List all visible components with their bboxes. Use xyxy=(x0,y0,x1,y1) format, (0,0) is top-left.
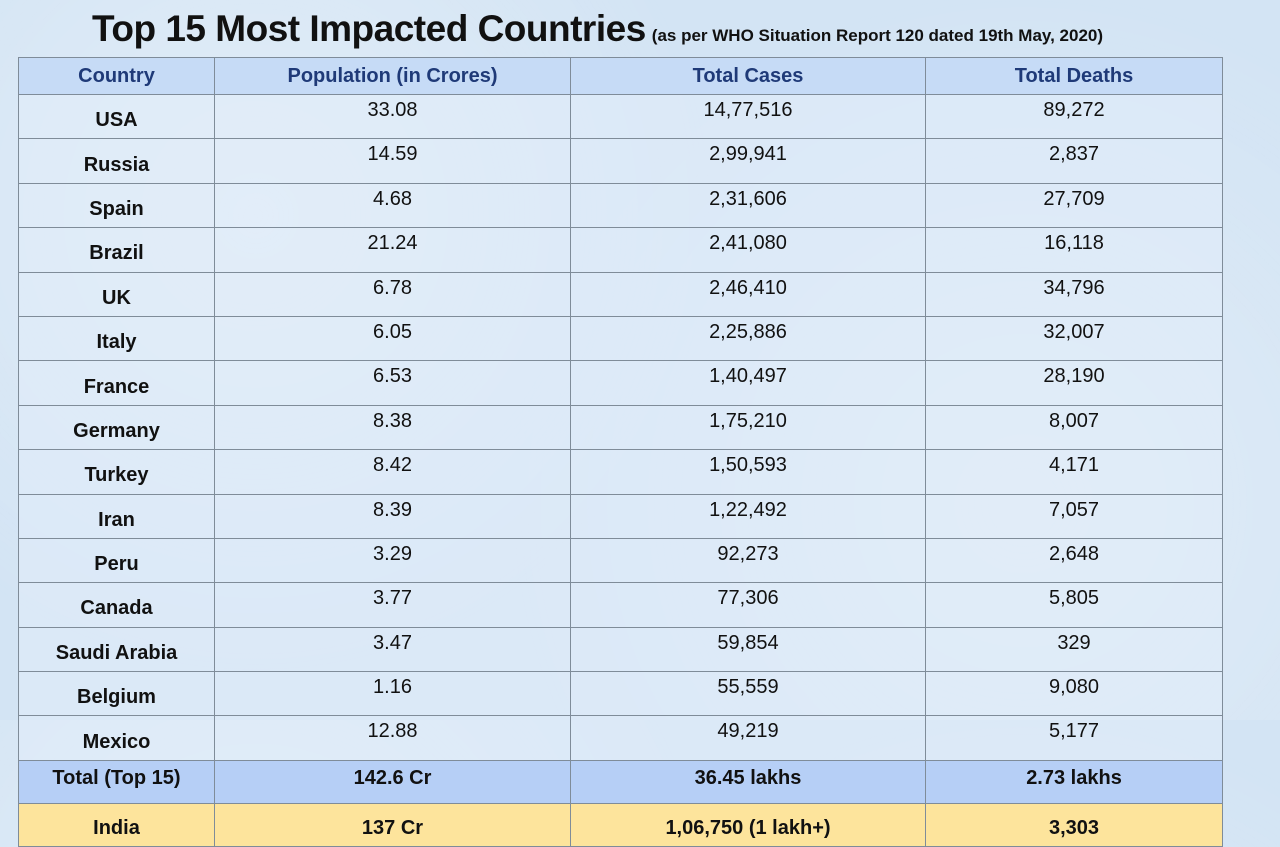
cell-country: France xyxy=(18,360,215,406)
title-main: Top 15 Most Impacted Countries xyxy=(92,8,646,49)
cell-total-deaths: 2,648 xyxy=(925,537,1223,584)
cell-total-cases: 14,77,516 xyxy=(570,93,926,140)
cell-population: 8.39 xyxy=(214,493,571,539)
cell-country: UK xyxy=(18,271,215,317)
cell-population: 21.24 xyxy=(214,227,571,273)
cell-population: 6.05 xyxy=(214,315,571,362)
cell-total-deaths: 32,007 xyxy=(925,315,1223,362)
cell-total-deaths: 2.73 lakhs xyxy=(925,759,1223,804)
cell-total-cases: 49,219 xyxy=(570,715,926,761)
cell-total-cases: 59,854 xyxy=(570,626,926,673)
cell-total-cases: 1,22,492 xyxy=(570,493,926,539)
cell-country: India xyxy=(18,802,215,847)
table-row: Spain 4.68 2,31,606 27,709 xyxy=(18,182,1223,229)
table-row: Turkey 8.42 1,50,593 4,171 xyxy=(18,449,1223,495)
cell-population: 1.16 xyxy=(214,671,571,717)
countries-table: Country Population (in Crores) Total Cas… xyxy=(18,57,1223,847)
cell-country: Germany xyxy=(18,404,215,451)
cell-total-deaths: 8,007 xyxy=(925,404,1223,451)
cell-population: 6.78 xyxy=(214,271,571,317)
cell-total-deaths: 5,177 xyxy=(925,715,1223,761)
cell-country: USA xyxy=(18,93,215,140)
cell-population: 4.68 xyxy=(214,182,571,229)
cell-country: Italy xyxy=(18,315,215,362)
table-row: Brazil 21.24 2,41,080 16,118 xyxy=(18,227,1223,273)
india-row: India 137 Cr 1,06,750 (1 lakh+) 3,303 xyxy=(18,802,1223,847)
table-row: Iran 8.39 1,22,492 7,057 xyxy=(18,493,1223,539)
slide-title: Top 15 Most Impacted Countries (as per WH… xyxy=(92,8,1103,50)
cell-total-deaths: 5,805 xyxy=(925,582,1223,628)
cell-total-cases: 2,31,606 xyxy=(570,182,926,229)
table-row: France 6.53 1,40,497 28,190 xyxy=(18,360,1223,406)
total-row: Total (Top 15) 142.6 Cr 36.45 lakhs 2.73 la… xyxy=(18,759,1223,804)
table-row: UK 6.78 2,46,410 34,796 xyxy=(18,271,1223,317)
cell-total-cases: 1,75,210 xyxy=(570,404,926,451)
cell-population: 3.29 xyxy=(214,537,571,584)
table-row: Russia 14.59 2,99,941 2,837 xyxy=(18,138,1223,184)
cell-country: Spain xyxy=(18,182,215,229)
cell-total-deaths: 4,171 xyxy=(925,449,1223,495)
cell-total-deaths: 2,837 xyxy=(925,138,1223,184)
cell-population: 12.88 xyxy=(214,715,571,761)
cell-population: 33.08 xyxy=(214,93,571,140)
cell-total-deaths: 9,080 xyxy=(925,671,1223,717)
cell-total-cases: 36.45 lakhs xyxy=(570,759,926,804)
cell-country: Russia xyxy=(18,138,215,184)
cell-country: Canada xyxy=(18,582,215,628)
cell-total-cases: 55,559 xyxy=(570,671,926,717)
title-subtitle: (as per WHO Situation Report 120 dated 1… xyxy=(651,26,1104,45)
cell-population: 142.6 Cr xyxy=(214,759,571,804)
header-total-deaths: Total Deaths xyxy=(925,57,1223,95)
cell-total-cases: 2,25,886 xyxy=(570,315,926,362)
cell-country: Iran xyxy=(18,493,215,539)
cell-population: 6.53 xyxy=(214,360,571,406)
table-row: Peru 3.29 92,273 2,648 xyxy=(18,537,1223,584)
table-row: Canada 3.77 77,306 5,805 xyxy=(18,582,1223,628)
cell-total-cases: 1,06,750 (1 lakh+) xyxy=(570,802,926,847)
cell-country: Saudi Arabia xyxy=(18,626,215,673)
cell-population: 137 Cr xyxy=(214,802,571,847)
cell-population: 3.47 xyxy=(214,626,571,673)
cell-population: 3.77 xyxy=(214,582,571,628)
cell-total-deaths: 28,190 xyxy=(925,360,1223,406)
cell-total-cases: 2,46,410 xyxy=(570,271,926,317)
cell-total-deaths: 329 xyxy=(925,626,1223,673)
cell-total-deaths: 16,118 xyxy=(925,227,1223,273)
table-row: Saudi Arabia 3.47 59,854 329 xyxy=(18,626,1223,673)
table-row: Germany 8.38 1,75,210 8,007 xyxy=(18,404,1223,451)
cell-country: Peru xyxy=(18,537,215,584)
cell-country: Mexico xyxy=(18,715,215,761)
cell-total-cases: 2,41,080 xyxy=(570,227,926,273)
cell-total-deaths: 7,057 xyxy=(925,493,1223,539)
cell-country: Total (Top 15) xyxy=(18,759,215,804)
table-row: Italy 6.05 2,25,886 32,007 xyxy=(18,315,1223,362)
cell-country: Brazil xyxy=(18,227,215,273)
cell-total-cases: 92,273 xyxy=(570,537,926,584)
cell-total-deaths: 34,796 xyxy=(925,271,1223,317)
cell-total-cases: 1,40,497 xyxy=(570,360,926,406)
cell-total-cases: 2,99,941 xyxy=(570,138,926,184)
table-row: USA 33.08 14,77,516 89,272 xyxy=(18,93,1223,140)
header-country: Country xyxy=(18,57,215,95)
cell-total-cases: 1,50,593 xyxy=(570,449,926,495)
cell-total-cases: 77,306 xyxy=(570,582,926,628)
cell-country: Belgium xyxy=(18,671,215,717)
header-row: Country Population (in Crores) Total Cas… xyxy=(18,57,1223,95)
cell-population: 8.38 xyxy=(214,404,571,451)
cell-total-deaths: 89,272 xyxy=(925,93,1223,140)
table-row: Mexico 12.88 49,219 5,177 xyxy=(18,715,1223,761)
table-row: Belgium 1.16 55,559 9,080 xyxy=(18,671,1223,717)
cell-population: 8.42 xyxy=(214,449,571,495)
cell-total-deaths: 3,303 xyxy=(925,802,1223,847)
cell-country: Turkey xyxy=(18,449,215,495)
header-population: Population (in Crores) xyxy=(214,57,571,95)
header-total-cases: Total Cases xyxy=(570,57,926,95)
cell-total-deaths: 27,709 xyxy=(925,182,1223,229)
cell-population: 14.59 xyxy=(214,138,571,184)
